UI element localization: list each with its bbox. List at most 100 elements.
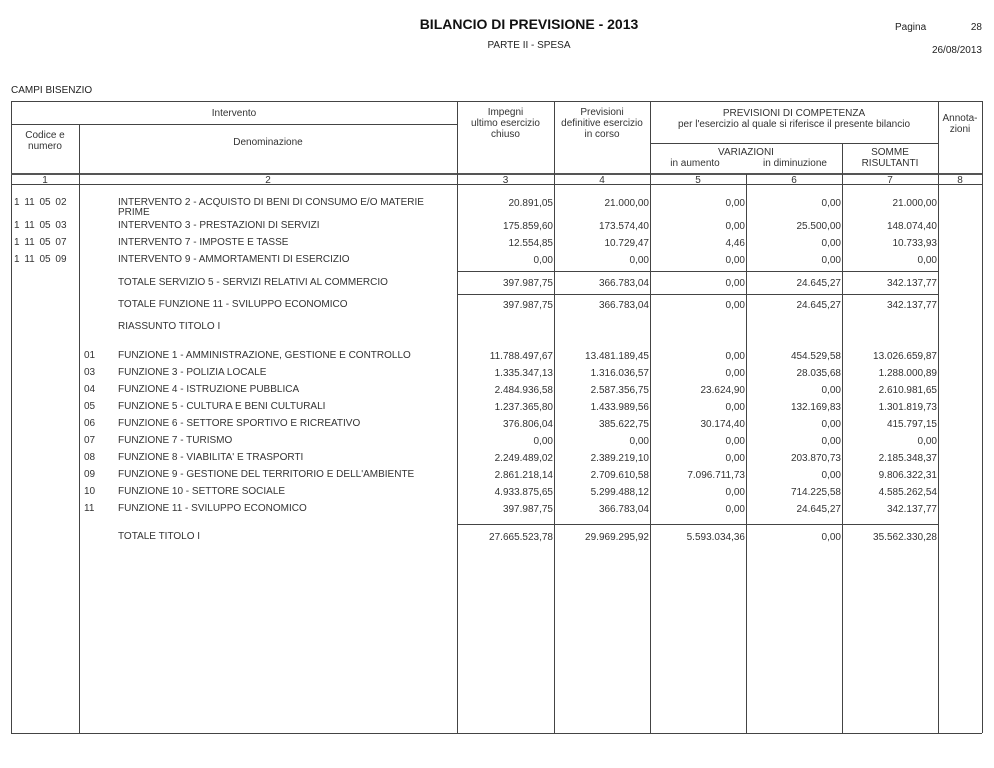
- header-in-diminuzione: in diminuzione: [763, 158, 827, 169]
- row-value: 1.316.036,57: [590, 368, 649, 379]
- row-value: 0,00: [917, 255, 937, 266]
- row-value: 0,00: [725, 453, 745, 464]
- row-value: 1.301.819,73: [878, 402, 937, 413]
- total-label: TOTALE SERVIZIO 5 - SERVIZI RELATIVI AL …: [118, 277, 388, 288]
- row-value: 173.574,40: [598, 221, 649, 232]
- row-value: 20.891,05: [508, 198, 554, 209]
- row-value: 0,00: [821, 385, 841, 396]
- row-denomination: FUNZIONE 1 - AMMINISTRAZIONE, GESTIONE E…: [118, 350, 411, 361]
- row-value: 0,00: [725, 351, 745, 362]
- row-code: 06: [84, 418, 96, 429]
- column-number: 6: [791, 175, 797, 186]
- column-divider: [650, 101, 651, 733]
- row-value: 4.585.262,54: [878, 487, 937, 498]
- row-value: 25.500,00: [796, 221, 842, 232]
- header-previsioni: Previsioni definitive esercizio in corso: [561, 107, 643, 140]
- row-value: 0,00: [629, 255, 649, 266]
- row-value: 27.665.523,78: [489, 532, 553, 543]
- row-value: 4,46: [725, 238, 745, 249]
- row-value: 175.859,60: [502, 221, 553, 232]
- header-impegni: Impegni ultimo esercizio chiuso: [471, 107, 540, 140]
- row-code: 1 11 05 09: [14, 254, 67, 265]
- row-value: 28.035,68: [796, 368, 842, 379]
- header-codice: Codice e numero: [25, 130, 65, 152]
- header-divider: [650, 143, 938, 144]
- report-title: BILANCIO DI PREVISIONE - 2013: [419, 16, 639, 32]
- row-value: 148.074,40: [886, 221, 937, 232]
- column-number: 3: [502, 175, 509, 186]
- column-number: 2: [265, 175, 271, 186]
- entity-name: CAMPI BISENZIO: [11, 85, 93, 96]
- row-value: 0,00: [629, 436, 649, 447]
- table-border-bottom: [11, 733, 982, 734]
- row-value: 1.288.000,89: [878, 368, 937, 379]
- header-competenza: PREVISIONI DI COMPETENZA per l'esercizio …: [677, 108, 911, 130]
- row-value: 24.645,27: [796, 278, 842, 289]
- row-denomination: FUNZIONE 3 - POLIZIA LOCALE: [118, 367, 267, 378]
- row-value: 1.433.989,56: [590, 402, 649, 413]
- header-divider: [11, 184, 982, 185]
- row-value: 0,00: [821, 198, 841, 209]
- row-value: 0,00: [725, 221, 745, 232]
- header-divider: [11, 124, 457, 125]
- column-divider: [938, 101, 939, 733]
- row-value: 2.861.218,14: [494, 470, 553, 481]
- row-value: 0,00: [821, 419, 841, 430]
- row-value: 0,00: [917, 436, 937, 447]
- row-value: 7.096.711,73: [687, 470, 745, 481]
- row-value: 397.987,75: [502, 300, 553, 311]
- header-variazioni: VARIAZIONI: [718, 147, 774, 158]
- row-value: 21.000,00: [604, 198, 650, 209]
- row-value: 714.225,58: [790, 487, 841, 498]
- table-border-top: [11, 101, 982, 102]
- column-number: 5: [695, 175, 701, 186]
- row-denomination: RIASSUNTO TITOLO I: [118, 321, 221, 332]
- row-value: 415.797,15: [886, 419, 937, 430]
- row-value: 0,00: [725, 278, 745, 289]
- column-number: 1: [42, 175, 48, 186]
- row-value: 342.137,77: [886, 504, 937, 515]
- row-value: 0,00: [821, 532, 841, 543]
- row-value: 0,00: [725, 255, 745, 266]
- row-value: 132.169,83: [790, 402, 841, 413]
- row-denomination: FUNZIONE 7 - TURISMO: [118, 435, 233, 446]
- row-denomination: FUNZIONE 6 - SETTORE SPORTIVO E RICREATI…: [118, 418, 361, 429]
- row-code: 10: [84, 486, 96, 497]
- row-value: 24.645,27: [796, 300, 842, 311]
- total-divider: [457, 294, 938, 295]
- row-value: 1.237.365,80: [494, 402, 553, 413]
- row-denomination: FUNZIONE 10 - SETTORE SOCIALE: [118, 486, 286, 497]
- row-denomination: INTERVENTO 7 - IMPOSTE E TASSE: [118, 237, 289, 248]
- row-value: 10.733,93: [892, 238, 938, 249]
- row-value: 23.624,90: [700, 385, 746, 396]
- column-number: 7: [887, 175, 893, 186]
- row-value: 2.709.610,58: [590, 470, 649, 481]
- row-denomination: FUNZIONE 8 - VIABILITA' E TRASPORTI: [118, 452, 304, 463]
- row-code: 1 11 05 02: [14, 197, 67, 208]
- row-code: 11: [84, 503, 95, 514]
- table-border-right: [982, 101, 983, 733]
- row-value: 385.622,75: [598, 419, 649, 430]
- row-value: 11.788.497,67: [489, 351, 553, 362]
- row-denomination: INTERVENTO 3 - PRESTAZIONI DI SERVIZI: [118, 220, 320, 231]
- row-code: 04: [84, 384, 96, 395]
- row-denomination: FUNZIONE 5 - CULTURA E BENI CULTURALI: [118, 401, 326, 412]
- row-value: 9.806.322,31: [878, 470, 937, 481]
- row-value: 0,00: [821, 238, 841, 249]
- row-value: 2.185.348,37: [878, 453, 937, 464]
- row-value: 2.249.489,02: [494, 453, 553, 464]
- row-value: 203.870,73: [790, 453, 841, 464]
- row-value: 0,00: [821, 255, 841, 266]
- total-divider: [457, 524, 938, 525]
- row-value: 0,00: [821, 470, 841, 481]
- row-value: 10.729,47: [604, 238, 650, 249]
- row-denomination: INTERVENTO 2 - ACQUISTO DI BENI DI CONSU…: [118, 197, 424, 218]
- row-value: 2.389.219,10: [590, 453, 649, 464]
- row-value: 2.484.936,58: [494, 385, 553, 396]
- report-date: 26/08/2013: [931, 45, 982, 56]
- header-somme: SOMME RISULTANTI: [861, 147, 919, 169]
- total-divider: [457, 271, 938, 272]
- row-value: 21.000,00: [892, 198, 938, 209]
- row-value: 29.969.295,92: [585, 532, 649, 543]
